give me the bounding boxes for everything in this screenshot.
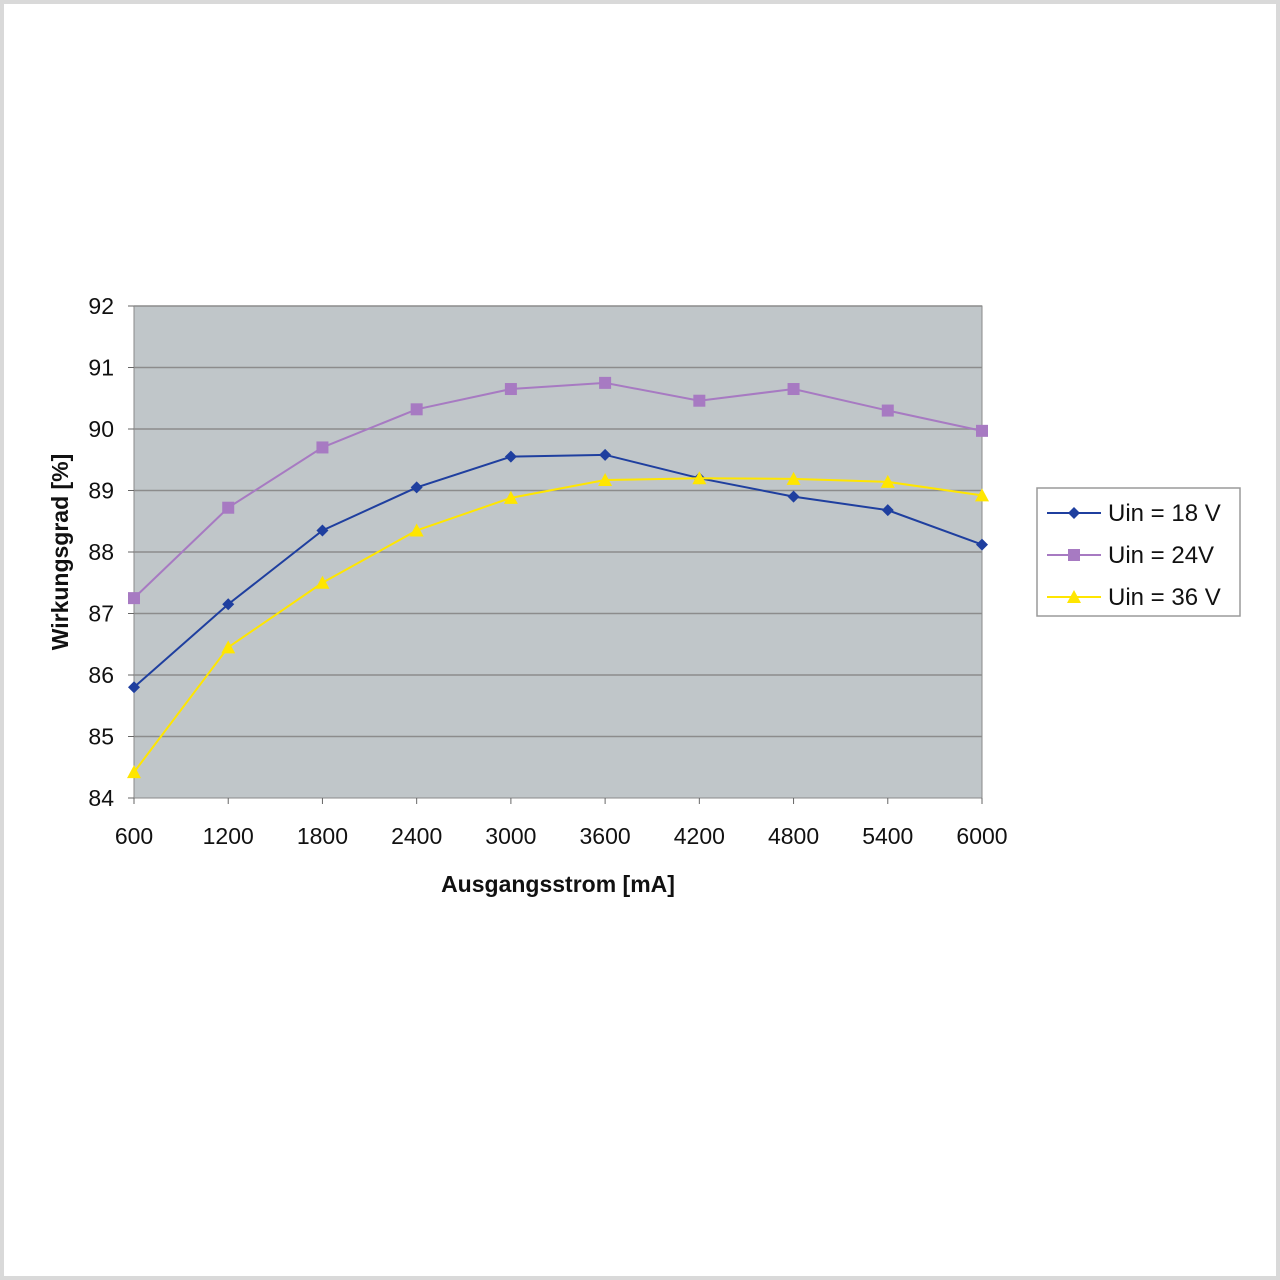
- y-tick-label: 90: [88, 416, 114, 442]
- data-point: [599, 448, 612, 461]
- x-tick-label: 3600: [580, 823, 631, 849]
- y-tick-label: 88: [88, 539, 114, 565]
- y-tick-label: 85: [88, 724, 114, 750]
- data-point: [787, 383, 800, 396]
- data-point: [881, 404, 894, 417]
- series-line: [133, 453, 983, 689]
- legend-marker-icon: [1067, 590, 1081, 603]
- data-point: [128, 592, 140, 605]
- data-point: [504, 383, 517, 396]
- x-tick-label: 4200: [674, 823, 725, 849]
- data-point: [222, 598, 235, 611]
- series-1: [128, 448, 988, 694]
- series-line: [133, 477, 983, 773]
- data-point: [693, 394, 706, 407]
- y-axis-ticks: 84 85 86 87 88 89 90 91 92: [88, 293, 134, 811]
- x-tick-label: 5400: [862, 823, 913, 849]
- data-point: [316, 441, 329, 454]
- data-point: [410, 403, 423, 416]
- data-point: [976, 424, 988, 437]
- data-point: [316, 524, 329, 537]
- legend-marker-icon: [1068, 549, 1080, 561]
- y-tick-label: 91: [88, 355, 114, 381]
- y-tick-label: 89: [88, 478, 114, 504]
- x-tick-label: 1200: [203, 823, 254, 849]
- legend-item: Uin = 18 V: [1047, 500, 1221, 527]
- y-axis-title: Wirkungsgrad [%]: [47, 454, 73, 651]
- x-axis-ticks: 600 1200 1800 2400 3000 3600 4200 4800 5400 6000: [115, 798, 1008, 849]
- data-point: [786, 471, 801, 485]
- data-point: [128, 681, 140, 694]
- data-point: [504, 450, 517, 463]
- data-point: [975, 488, 989, 502]
- data-point: [127, 765, 141, 779]
- series-group: [127, 376, 989, 779]
- x-tick-label: 600: [115, 823, 153, 849]
- data-point: [222, 501, 235, 514]
- data-point: [881, 504, 894, 517]
- data-point: [599, 376, 612, 389]
- legend-label: Uin = 24V: [1108, 542, 1214, 569]
- data-point: [503, 490, 518, 504]
- legend-marker-icon: [1068, 507, 1080, 519]
- data-point: [221, 640, 236, 654]
- data-point: [410, 481, 423, 494]
- y-tick-label: 86: [88, 662, 114, 688]
- legend-item: Uin = 36 V: [1047, 584, 1221, 611]
- gridlines: [134, 305, 982, 738]
- x-tick-label: 3000: [485, 823, 536, 849]
- x-tick-label: 6000: [956, 823, 1007, 849]
- data-point: [598, 473, 613, 487]
- y-tick-label: 84: [88, 785, 114, 811]
- legend-item: Uin = 24V: [1047, 542, 1214, 569]
- data-point: [976, 538, 988, 551]
- data-point: [315, 575, 330, 589]
- legend-items: Uin = 18 V Uin = 24V Uin = 36 V: [1047, 500, 1221, 611]
- x-axis-title: Ausgangsstrom [mA]: [441, 871, 675, 897]
- x-tick-label: 4800: [768, 823, 819, 849]
- legend-label: Uin = 36 V: [1108, 584, 1221, 611]
- y-tick-label: 92: [88, 293, 114, 319]
- legend: Uin = 18 V Uin = 24V Uin = 36 V: [1036, 487, 1241, 617]
- x-tick-label: 1800: [297, 823, 348, 849]
- data-point: [409, 523, 424, 537]
- data-point: [787, 490, 800, 503]
- series-3: [127, 471, 989, 779]
- x-tick-label: 2400: [391, 823, 442, 849]
- data-point: [880, 474, 895, 488]
- data-point: [692, 471, 707, 485]
- series-2: [128, 376, 988, 605]
- series-line: [133, 381, 983, 599]
- legend-label: Uin = 18 V: [1108, 500, 1221, 527]
- y-tick-label: 87: [88, 601, 114, 627]
